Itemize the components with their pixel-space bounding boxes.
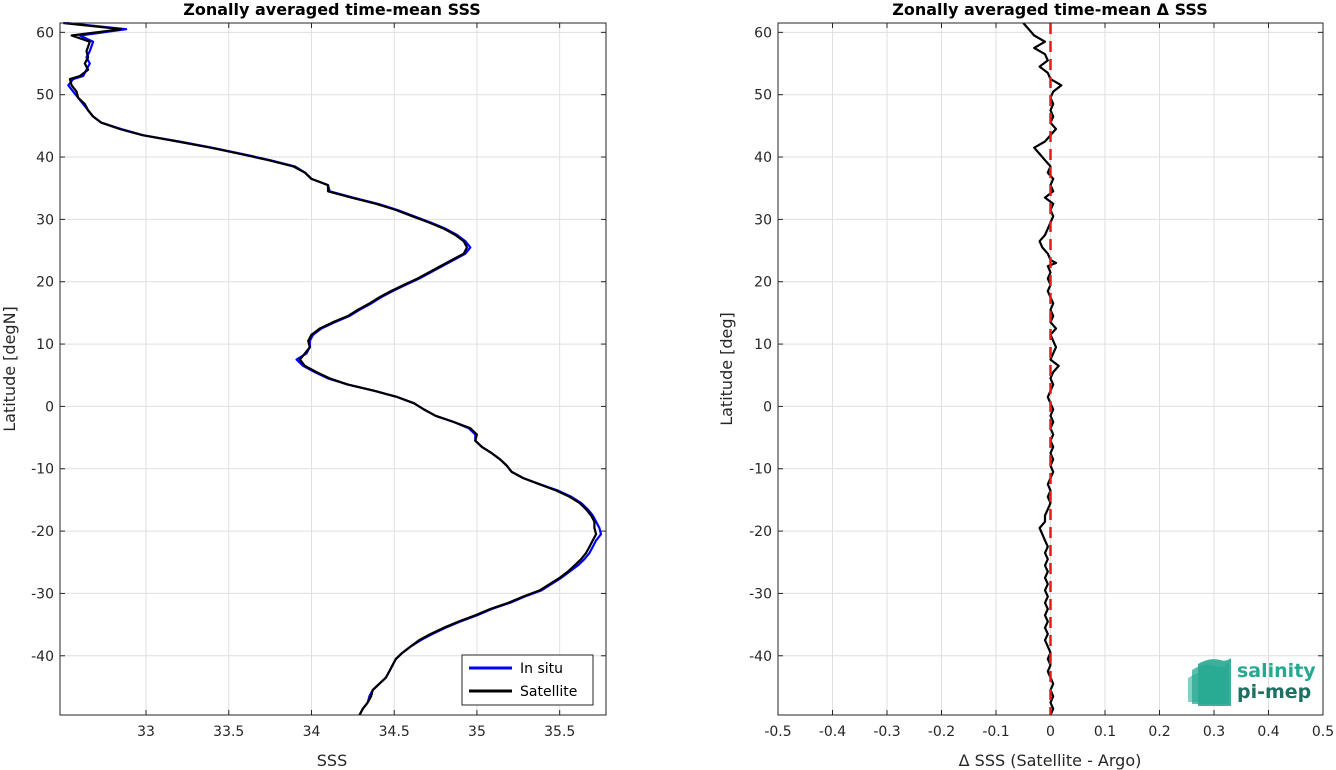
right-y-tick-labels: -40 -30 -20 -10 0 10 20 30 40 50 60: [749, 25, 772, 664]
left-y-tick-label-40: -40: [31, 649, 54, 665]
right-series-group: [1022, 22, 1063, 716]
left-y-tick-label-0: 0: [45, 399, 54, 415]
right-x-tick-label-0-2: 0.2: [1148, 724, 1170, 740]
right-series-line-0: [1022, 22, 1063, 716]
legend-label-satellite: Satellite: [520, 684, 577, 700]
logo-text-salinity: salinity: [1237, 660, 1316, 682]
logo-text-pi-mep: pi-mep: [1237, 681, 1311, 703]
delta-sss-panel: Zonally averaged time-mean Δ SSS -0.5 -0.…: [717, 0, 1334, 770]
logo-mark-icon: [1188, 658, 1231, 706]
right-y-tick-label-40: 40: [754, 150, 772, 166]
left-x-axis-label: SSS: [317, 751, 347, 770]
right-y-axis-label: Latitude [deg]: [717, 312, 736, 426]
salinity-pi-mep-logo: salinity pi-mep: [1188, 658, 1316, 706]
left-x-tick-label-34-5: 34.5: [379, 724, 410, 740]
left-x-tick-labels: 33 33.5 34 34.5 35 35.5: [137, 724, 575, 740]
left-x-tick-label-35: 35: [468, 724, 486, 740]
legend: In situ Satellite: [461, 654, 594, 706]
left-y-tick-label-20: -20: [31, 524, 54, 540]
left-x-tick-label-35-5: 35.5: [544, 724, 575, 740]
right-y-tick-label-30: -30: [749, 586, 772, 602]
left-series-line-in-situ: [66, 21, 603, 716]
right-y-tick-label-20: 20: [754, 275, 772, 291]
right-x-tick-label-0-5: -0.5: [764, 724, 791, 740]
right-x-tick-label-0-1: -0.1: [982, 724, 1009, 740]
right-chart-title: Zonally averaged time-mean Δ SSS: [892, 0, 1208, 19]
legend-label-in-situ: In situ: [520, 661, 563, 677]
right-x-tick-labels: -0.5 -0.4 -0.3 -0.2 -0.1 0 0.1 0.2 0.3 0.4 0.5: [764, 724, 1334, 740]
left-y-tick-label-30: -30: [31, 586, 54, 602]
left-x-tick-label-34: 34: [303, 724, 321, 740]
right-y-tick-label-20: -20: [749, 524, 772, 540]
left-series-group: [63, 21, 603, 716]
right-y-tick-label-50: 50: [754, 88, 772, 104]
right-y-tick-label-60: 60: [754, 25, 772, 41]
right-x-tick-label-0-3: -0.3: [873, 724, 900, 740]
left-y-tick-label-40: 40: [36, 150, 54, 166]
right-axes-box: [777, 22, 1324, 716]
left-y-axis-label: Latitude [degN]: [0, 306, 19, 432]
left-y-tick-label-20: 20: [36, 275, 54, 291]
left-y-tick-label-30: 30: [36, 212, 54, 228]
left-y-tick-label-60: 60: [36, 25, 54, 41]
right-x-tick-label-0-3: 0.3: [1203, 724, 1225, 740]
right-y-tick-label-0: 0: [763, 399, 772, 415]
sss-profile-panel: Zonally averaged time-mean SSS 33 33.5 34 3…: [0, 0, 607, 770]
right-y-tick-label-10: 10: [754, 337, 772, 353]
right-x-tick-label-0-4: -0.4: [819, 724, 846, 740]
right-y-tick-label-40: -40: [749, 649, 772, 665]
left-y-tick-label-10: -10: [31, 462, 54, 478]
right-x-axis-label: Δ SSS (Satellite - Argo): [959, 751, 1142, 770]
left-y-tick-label-50: 50: [36, 88, 54, 104]
left-y-tick-label-10: 10: [36, 337, 54, 353]
right-x-tick-label-0: 0: [1046, 724, 1055, 740]
left-y-tick-labels: -40 -30 -20 -10 0 10 20 30 40 50 60: [31, 25, 54, 664]
left-grid: [60, 23, 606, 715]
right-x-tick-label-0-4: 0.4: [1257, 724, 1279, 740]
right-y-tick-label-30: 30: [754, 212, 772, 228]
right-x-tick-label-0-1: 0.1: [1094, 724, 1116, 740]
left-x-tick-label-33-5: 33.5: [213, 724, 244, 740]
left-axes-box: [59, 22, 607, 716]
legend-box: [461, 654, 594, 706]
left-chart-title: Zonally averaged time-mean SSS: [183, 0, 481, 19]
right-x-tick-label-0-2: -0.2: [928, 724, 955, 740]
left-series-line-satellite: [63, 21, 598, 716]
left-x-tick-label-33: 33: [137, 724, 155, 740]
right-y-tick-label-10: -10: [749, 462, 772, 478]
right-x-tick-label-0-5: 0.5: [1312, 724, 1334, 740]
